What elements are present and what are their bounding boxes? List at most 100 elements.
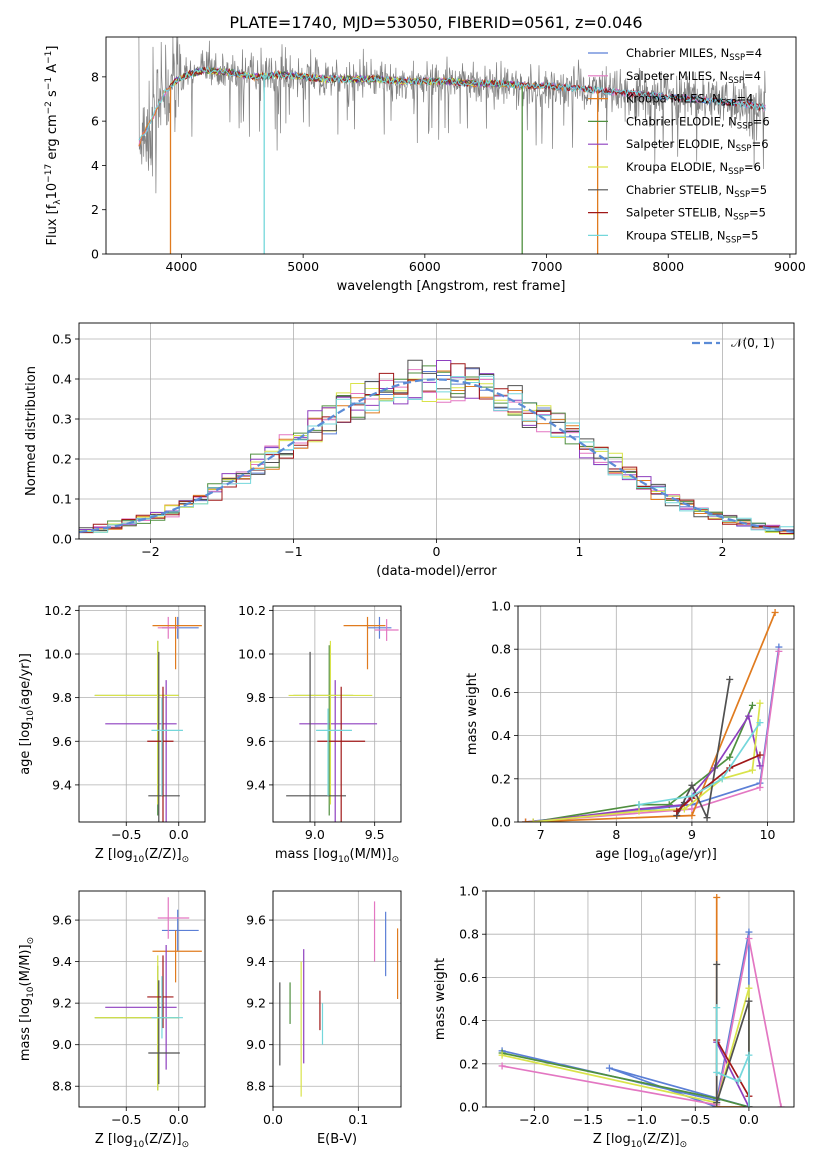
y-tick-label: 2 <box>91 202 99 217</box>
y-tick-label: 9.8 <box>52 690 72 705</box>
y-tick-label: 9.4 <box>246 777 266 792</box>
y-tick-label: 9.4 <box>52 954 72 969</box>
normal-curve <box>79 378 794 534</box>
plot-area <box>286 616 399 822</box>
plot-area <box>498 893 785 1107</box>
model-spectrum-8 <box>168 66 766 112</box>
weight-series-6 <box>533 703 761 822</box>
observed-spectrum <box>138 37 766 194</box>
axes-frame <box>78 605 206 823</box>
x-tick-label: 9.5 <box>365 827 385 842</box>
y-axis-label: mass [log10(M/M)]⊙ <box>18 937 36 1061</box>
x-tick-label: 0.0 <box>169 827 189 842</box>
x-tick-label: −1.5 <box>573 1112 603 1127</box>
legend-entry: Salpeter MILES, NSSP=4 <box>626 69 761 86</box>
y-tick-label: 9.8 <box>246 690 266 705</box>
x-axis-label: Z [log10(Z/Z)]⊙ <box>95 847 189 865</box>
y-tick-label: 4 <box>91 158 99 173</box>
x-tick-label: 6000 <box>409 259 441 274</box>
x-tick-label: 9 <box>688 827 696 842</box>
axes-frame <box>78 890 206 1108</box>
y-tick-label: 8 <box>91 69 99 84</box>
y-tick-label: 9.2 <box>52 996 72 1011</box>
plot-area <box>94 616 202 822</box>
plot-area <box>94 897 202 1091</box>
weight-vs-age-panel: 7 8 9 10 0.0 0.2 0.4 0.6 0.8 1.0 age [log10(age/yr… <box>465 599 795 865</box>
plot-area <box>522 608 783 822</box>
y-tick-label: 9.0 <box>246 1037 266 1052</box>
x-tick-label: −2 <box>141 544 159 559</box>
weight-series-5 <box>715 1041 750 1107</box>
y-tick-label: 0.4 <box>491 728 511 743</box>
y-tick-label: 1.0 <box>491 599 511 614</box>
plot-area <box>138 37 766 254</box>
x-tick-label: 0 <box>433 544 441 559</box>
y-tick-label: 10.2 <box>238 603 266 618</box>
residuals-panel: −2 −1 0 1 2 0.0 0.1 0.2 0.3 0.4 0.5 (data-model)/er… <box>24 322 795 579</box>
y-tick-label: 0.1 <box>52 492 72 507</box>
x-tick-label: 0.1 <box>348 1112 368 1127</box>
y-axis-label: Normed distribution <box>24 366 39 496</box>
x-tick-label: 0.0 <box>263 1112 283 1127</box>
x-tick-label: −0.5 <box>680 1112 710 1127</box>
y-tick-label: 0.0 <box>52 532 72 547</box>
spectrum-panel: 4000 5000 6000 7000 8000 9000 0 2 4 6 8 wavelength … <box>44 36 806 294</box>
plot-area <box>279 901 399 1097</box>
x-tick-label: −1 <box>284 544 302 559</box>
axes-frame <box>272 890 402 1108</box>
y-axis-label: mass weight <box>465 673 480 755</box>
model-spectrum-9 <box>138 66 766 141</box>
x-tick-label: 7 <box>537 827 545 842</box>
y-tick-label: 0.5 <box>52 332 72 347</box>
x-axis-label: wavelength [Angstrom, rest frame] <box>337 279 566 294</box>
y-tick-label: 0.6 <box>491 685 511 700</box>
axes-frame <box>78 322 795 540</box>
mass-vs-extinction-panel: 0.0 0.1 8.8 9.0 9.2 9.4 9.6 E(B-V) <box>246 890 402 1147</box>
y-tick-label: 8.8 <box>52 1079 72 1094</box>
x-axis-label: mass [log10(M/M)]⊙ <box>275 847 399 865</box>
x-tick-label: 9000 <box>774 259 806 274</box>
legend-entry: Chabrier MILES, NSSP=4 <box>626 46 762 63</box>
y-tick-label: 0.0 <box>459 1100 479 1115</box>
legend-entry: Salpeter STELIB, NSSP=5 <box>626 206 766 223</box>
weight-series-9 <box>638 722 761 806</box>
y-axis-label: mass weight <box>433 958 448 1040</box>
legend-entry: Chabrier ELODIE, NSSP=6 <box>626 114 770 131</box>
x-tick-label: 9.0 <box>305 827 325 842</box>
mass-vs-metallicity-panel: −0.5 0.0 8.8 9.0 9.2 9.4 9.6 Z [log10(Z/Z)]⊙ mas… <box>18 890 206 1150</box>
x-tick-label: 2 <box>719 544 727 559</box>
weight-series-5 <box>532 714 761 822</box>
y-tick-label: 0.4 <box>459 1013 479 1028</box>
legend-entry: Salpeter ELODIE, NSSP=6 <box>626 137 769 154</box>
legend-entry: Kroupa STELIB, NSSP=5 <box>626 228 758 245</box>
legend-entry: Kroupa ELODIE, NSSP=6 <box>626 160 761 177</box>
x-tick-label: −2.0 <box>519 1112 549 1127</box>
y-tick-label: 9.4 <box>52 777 72 792</box>
y-axis-label: Flux [fλ10−17 erg cm−2 s−1 A−1] <box>44 46 63 246</box>
y-tick-label: 9.4 <box>246 954 266 969</box>
y-tick-label: 6 <box>91 114 99 129</box>
legend-entry-normal: 𝒩(0, 1) <box>731 336 775 350</box>
legend-entry: Chabrier STELIB, NSSP=5 <box>626 183 767 200</box>
x-tick-label: 0.0 <box>739 1112 759 1127</box>
x-tick-label: 0.0 <box>169 1112 189 1127</box>
y-tick-label: 0.2 <box>52 452 72 467</box>
x-axis-label: (data-model)/error <box>376 564 497 579</box>
y-axis-label: age [log10(age/yr)] <box>18 653 36 775</box>
x-tick-label: 5000 <box>287 259 319 274</box>
x-axis-label: Z [log10(Z/Z)]⊙ <box>95 1132 189 1150</box>
age-vs-metallicity-panel: −0.5 0.0 9.4 9.6 9.8 10.0 10.2 Z [log10(Z/Z)]⊙ a… <box>18 603 206 865</box>
y-tick-label: 0.0 <box>491 815 511 830</box>
x-tick-label: −0.5 <box>111 1112 141 1127</box>
figure-title: PLATE=1740, MJD=53050, FIBERID=0561, z=0… <box>229 13 642 32</box>
x-tick-label: 7000 <box>531 259 563 274</box>
weight-series-2 <box>525 651 780 822</box>
age-vs-mass-panel: 9.0 9.5 9.4 9.6 9.8 10.0 10.2 mass [log10(M/M)]… <box>238 603 402 865</box>
y-tick-label: 9.2 <box>246 996 266 1011</box>
x-tick-label: −0.5 <box>111 827 141 842</box>
axes-frame <box>517 605 795 823</box>
y-tick-label: 1.0 <box>459 884 479 899</box>
axes-frame <box>105 36 797 255</box>
